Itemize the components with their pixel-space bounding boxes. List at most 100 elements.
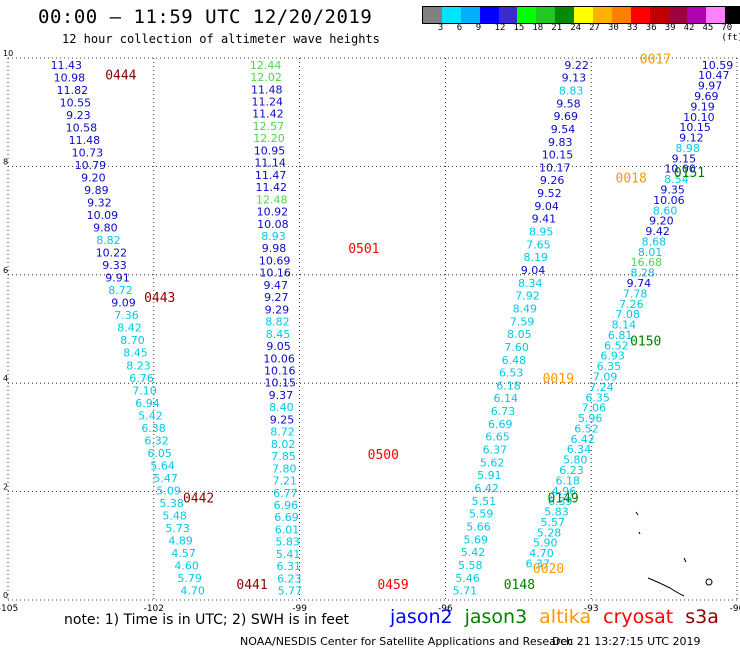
wave-height-value: 11.42: [255, 181, 287, 194]
wave-height-value: 9.23: [66, 109, 91, 122]
wave-height-value: 9.04: [534, 200, 559, 213]
wave-height-value: 6.73: [491, 405, 516, 418]
wave-height-value: 8.19: [523, 251, 548, 264]
wave-height-value: 6.42: [474, 482, 499, 495]
wave-height-value: 10.06: [263, 352, 295, 365]
wave-height-value: 7.26: [619, 298, 644, 311]
wave-height-value: 11.24: [252, 96, 284, 109]
wave-height-value: 7.60: [504, 341, 529, 354]
wave-height-value: 9.58: [556, 97, 581, 110]
wave-height-value: 10.17: [539, 161, 571, 174]
wave-height-value: 5.46: [455, 572, 480, 585]
satellite-legend: jason2 jason3 altika cryosat s3a: [390, 606, 731, 628]
wave-height-value: 9.69: [553, 110, 578, 123]
wave-height-value: 10.22: [96, 247, 128, 260]
pass-time-label: 0019: [543, 372, 574, 387]
wave-height-value: 11.82: [57, 84, 89, 97]
wave-height-value: 10.16: [259, 267, 291, 280]
colorbar-swatch: [555, 7, 575, 23]
wave-height-value: 5.80: [563, 454, 588, 467]
colorbar-swatch: [574, 7, 594, 23]
wave-height-value: 10.73: [72, 146, 104, 159]
chart-subtitle: 12 hour collection of altimeter wave hei…: [62, 32, 380, 46]
wave-height-value: 5.58: [458, 559, 483, 572]
wave-height-value: 4.60: [174, 560, 199, 573]
wave-height-value: 7.92: [515, 290, 540, 303]
wave-height-value: 6.48: [502, 354, 527, 367]
wave-height-value: 8.05: [507, 328, 532, 341]
wave-height-value: 6.93: [600, 350, 625, 363]
wave-height-value: 4.96: [552, 485, 577, 498]
wave-height-value: 6.69: [274, 511, 299, 524]
satellite-legend-item: jason3: [464, 606, 528, 628]
pass-time-label: 0441: [236, 578, 267, 593]
wave-height-value: 8.23: [126, 359, 151, 372]
wave-height-value: 5.42: [138, 409, 163, 422]
colorbar-label: 33: [626, 23, 638, 33]
wave-height-value: 4.70: [529, 547, 554, 560]
colorbar: [422, 6, 740, 24]
wave-height-value: 7.65: [526, 238, 551, 251]
x-tick-label: -105: [0, 604, 18, 614]
wave-height-value: 9.20: [649, 215, 674, 228]
colorbar-label: 42: [683, 23, 695, 33]
wave-height-value: 6.14: [493, 392, 518, 405]
y-tick-label: 8: [3, 157, 8, 166]
satellite-legend-item: jason2: [390, 606, 453, 628]
wave-height-value: 5.57: [540, 516, 565, 529]
wave-height-value: 9.91: [105, 272, 130, 285]
wave-height-value: 12.02: [250, 71, 282, 84]
wave-height-value: 6.18: [555, 474, 580, 487]
wave-height-value: 10.00: [664, 163, 696, 176]
wave-height-value: 9.89: [84, 184, 109, 197]
colorbar-swatch: [460, 7, 480, 23]
pass-time-label: 0442: [183, 491, 214, 506]
colorbar-label: 18: [532, 23, 544, 33]
wave-height-value: 5.71: [453, 585, 478, 598]
colorbar-label: 6: [456, 23, 463, 33]
wave-height-value: 9.47: [264, 279, 289, 292]
wave-height-value: 9.19: [690, 100, 715, 113]
wave-height-value: 10.98: [54, 71, 86, 84]
wave-height-value: 9.04: [521, 264, 546, 277]
pass-time-label: 0444: [105, 69, 136, 84]
wave-height-value: 9.35: [660, 184, 685, 197]
wave-height-value: 7.36: [114, 309, 139, 322]
x-tick-label: -96: [438, 604, 453, 614]
wave-height-value: 9.09: [111, 297, 136, 310]
colorbar-swatch: [536, 7, 556, 23]
y-tick-label: 2: [3, 483, 8, 492]
wave-height-value: 9.27: [264, 291, 289, 304]
wave-height-value: 9.26: [540, 174, 565, 187]
x-tick-label: -90: [730, 604, 740, 614]
colorbar-swatch: [441, 7, 461, 23]
chart-title: 00:00 – 11:59 UTC 12/20/2019: [38, 6, 373, 28]
wave-height-value: 9.32: [87, 197, 112, 210]
wave-height-value: 5.69: [463, 533, 488, 546]
wave-height-value: 10.15: [265, 377, 297, 390]
wave-height-value: 5.51: [472, 495, 497, 508]
colorbar-label: 12: [494, 23, 506, 33]
wave-height-value: 5.48: [162, 509, 187, 522]
colorbar-swatch: [630, 7, 650, 23]
wave-height-value: 10.47: [698, 69, 730, 82]
wave-height-value: 9.05: [266, 340, 291, 353]
wave-height-value: 5.28: [537, 526, 562, 539]
credits: NOAA/NESDIS Center for Satellite Applica…: [240, 635, 574, 648]
wave-height-value: 5.62: [480, 456, 505, 469]
colorbar-swatch: [725, 7, 740, 23]
wave-height-value: 11.47: [255, 169, 287, 182]
wave-height-value: 9.29: [265, 303, 290, 316]
pass-time-label: 0018: [616, 172, 647, 187]
wave-height-value: 6.52: [574, 422, 599, 435]
wave-height-value: 5.66: [466, 520, 491, 533]
colorbar-label: 36: [645, 23, 657, 33]
wave-height-value: 8.45: [123, 347, 148, 360]
wave-height-value: 10.16: [264, 365, 296, 378]
colorbar-swatch: [479, 7, 499, 23]
wave-height-value: 7.78: [623, 287, 648, 300]
colorbar-label: 27: [589, 23, 600, 33]
pass-time-label: 0017: [640, 52, 671, 67]
wave-height-value: 10.79: [75, 159, 107, 172]
